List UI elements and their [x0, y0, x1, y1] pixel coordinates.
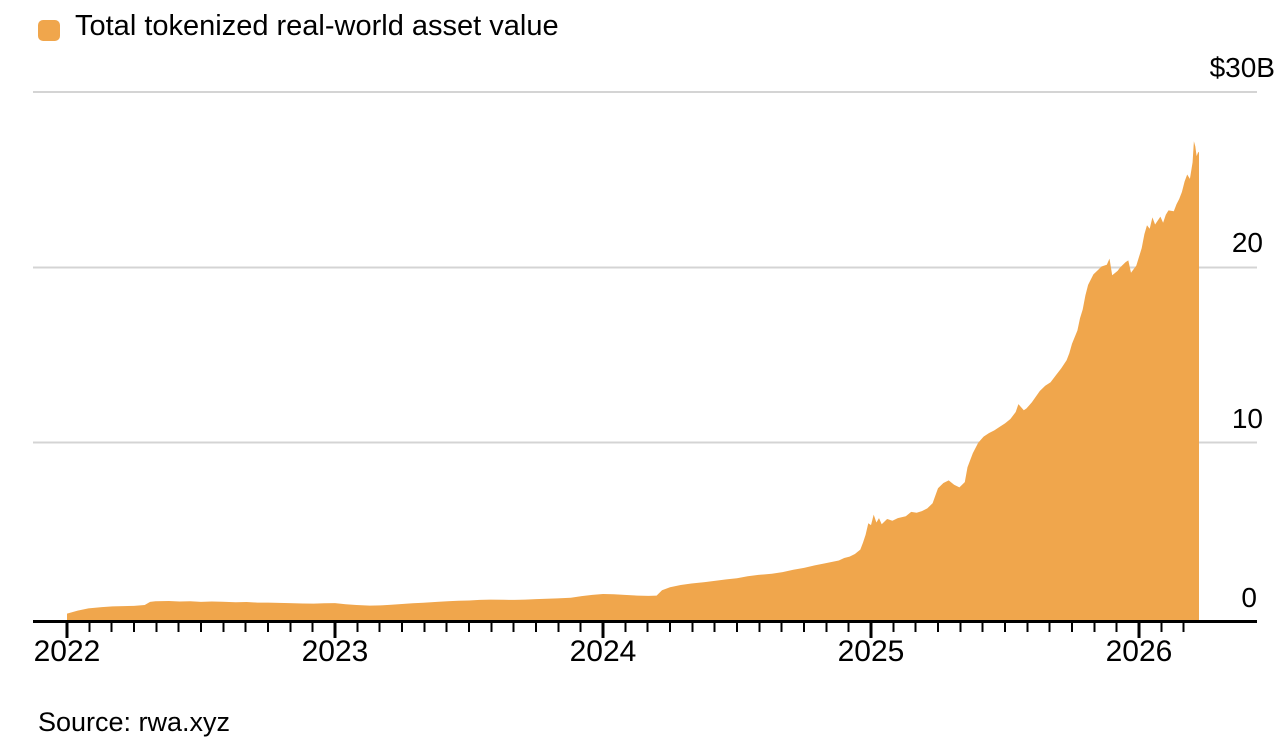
x-axis-month-tick: [1182, 623, 1185, 632]
x-axis-month-tick: [468, 623, 470, 632]
x-axis-month-tick: [914, 623, 917, 632]
y-axis-label-10: 10: [1231, 403, 1263, 434]
y-axis-label-0: 0: [1241, 582, 1257, 613]
x-axis-month-tick: [401, 623, 403, 632]
x-axis-month-tick: [691, 623, 694, 632]
x-axis-month-tick: [490, 623, 493, 632]
x-axis-month-tick: [244, 623, 247, 632]
x-axis-year-label-2026: 2026: [1105, 635, 1173, 668]
x-axis-month-tick: [356, 623, 359, 632]
x-axis-month-tick: [758, 623, 761, 632]
y-gridlines: [33, 91, 1257, 444]
x-axis-month-tick: [1004, 623, 1006, 632]
x-axis-month-tick: [1071, 623, 1073, 632]
x-axis-month-tick: [1048, 623, 1051, 632]
x-axis-month-tick: [981, 623, 984, 632]
x-axis-month-tick: [133, 623, 135, 632]
x-axis-year-tick: [333, 623, 337, 638]
x-axis-year-tick: [869, 623, 873, 638]
x-axis-year-tick: [65, 623, 69, 638]
area-series: [67, 141, 1199, 622]
x-axis-month-tick: [88, 623, 91, 632]
x-axis-year-tick: [601, 623, 605, 638]
x-axis-month-tick: [892, 623, 895, 632]
x-axis-year-label-2022: 2022: [33, 635, 101, 668]
x-axis-month-tick: [445, 623, 448, 632]
x-axis-month-tick: [959, 623, 962, 632]
x-axis-month-tick: [222, 623, 225, 632]
x-axis-month-tick: [847, 623, 850, 632]
x-axis-month-tick: [713, 623, 716, 632]
x-axis-month-tick: [1115, 623, 1118, 632]
x-axis-month-tick: [311, 623, 314, 632]
y-axis-label-20: 20: [1231, 227, 1263, 258]
x-axis-month-tick: [780, 623, 783, 632]
x-axis-year-label-2025: 2025: [837, 635, 905, 668]
x-axis-month-tick: [512, 623, 515, 632]
legend-swatch-icon: [38, 20, 60, 41]
x-axis-year-label-2024: 2024: [569, 635, 637, 668]
x-axis-month-tick: [200, 623, 202, 632]
x-axis-month-tick: [825, 623, 828, 632]
x-axis-line: [33, 620, 1257, 623]
x-axis-month-tick: [177, 623, 180, 632]
x-axis-month-tick: [423, 623, 426, 632]
x-axis: [33, 620, 1257, 638]
x-axis-month-tick: [579, 623, 582, 632]
x-axis-month-tick: [1093, 623, 1096, 632]
x-axis-month-tick: [289, 623, 292, 632]
x-axis-month-tick: [267, 623, 269, 632]
x-axis-month-tick: [803, 623, 805, 632]
x-axis-month-tick: [937, 623, 939, 632]
y-axis-label-30b: $30B: [1209, 52, 1275, 83]
y-gridline: [33, 441, 1257, 444]
x-axis-month-tick: [736, 623, 738, 632]
x-axis-month-tick: [378, 623, 381, 632]
x-axis-year-tick: [1137, 623, 1141, 638]
y-gridline: [33, 266, 1257, 269]
x-axis-month-tick: [557, 623, 560, 632]
x-axis-month-tick: [1160, 623, 1163, 632]
y-gridline: [33, 91, 1257, 94]
x-axis-month-tick: [646, 623, 649, 632]
x-axis-month-tick: [535, 623, 537, 632]
x-axis-month-tick: [155, 623, 158, 632]
x-axis-month-tick: [624, 623, 627, 632]
legend-label: Total tokenized real-world asset value: [75, 10, 559, 42]
x-axis-month-tick: [669, 623, 671, 632]
x-axis-month-tick: [1026, 623, 1029, 632]
source-text: Source: rwa.xyz: [38, 707, 231, 737]
x-axis-month-tick: [110, 623, 113, 632]
x-axis-year-label-2023: 2023: [301, 635, 369, 668]
